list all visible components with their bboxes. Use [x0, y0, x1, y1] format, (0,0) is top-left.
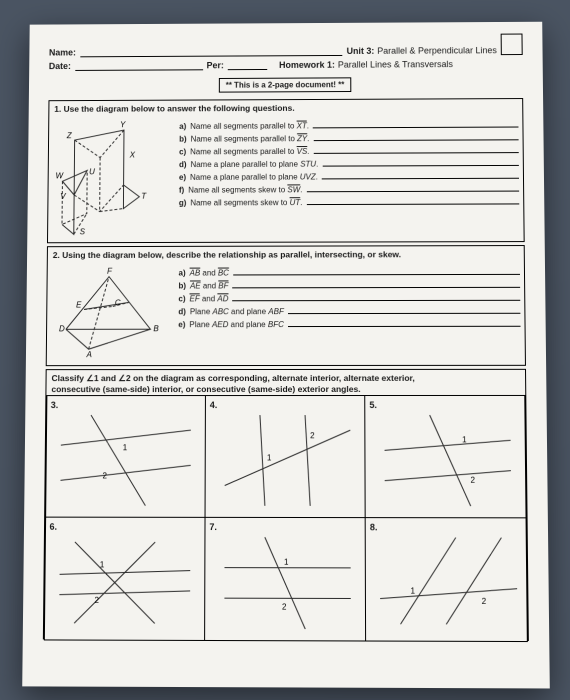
date-label: Date: [49, 61, 71, 71]
question-3: Classify ∠1 and ∠2 on the diagram as cor… [43, 368, 529, 640]
q1-item: f)Name all segments skew to SW. [179, 182, 519, 194]
svg-text:A: A [86, 350, 92, 359]
q3-head: Classify ∠1 and ∠2 on the diagram as cor… [46, 369, 525, 394]
answer-line[interactable] [313, 118, 519, 128]
lbl-Y: Y [120, 120, 126, 129]
cell-6: 6. 1 2 [43, 516, 205, 640]
worksheet-page: Name: Unit 3: Parallel & Perpendicular L… [22, 21, 550, 688]
unit-label: Unit 3: [347, 46, 375, 56]
date-field[interactable] [75, 60, 203, 70]
lbl-T: T [141, 191, 147, 200]
svg-text:2: 2 [471, 475, 476, 484]
lbl-V: V [60, 191, 66, 200]
hw-label: Homework 1: [279, 59, 335, 69]
lbl-Z: Z [66, 131, 73, 140]
svg-text:1: 1 [267, 452, 272, 461]
cell-4: 4. 1 2 [204, 394, 365, 517]
svg-text:E: E [76, 300, 82, 309]
header-row-1: Name: Unit 3: Parallel & Perpendicular L… [49, 43, 523, 57]
cell-5: 5. 1 2 [364, 394, 527, 517]
q3-grid: 3. 1 2 4. [44, 394, 528, 640]
answer-line[interactable] [306, 182, 519, 192]
answer-line[interactable] [322, 157, 519, 167]
q2-item: a)AB and BC [179, 265, 520, 277]
per-field[interactable] [228, 60, 267, 70]
per-label: Per: [207, 60, 224, 70]
answer-line[interactable] [313, 144, 518, 154]
q2-item: e)Plane AED and plane BFC [178, 317, 520, 328]
answer-line[interactable] [306, 195, 519, 205]
q2-item: c)EF and AD [178, 291, 520, 303]
svg-text:1: 1 [462, 434, 467, 443]
q1-item: e)Name a plane parallel to plane UVZ. [179, 169, 519, 181]
answer-line[interactable] [313, 131, 518, 141]
q2-item: b)AE and BF [178, 278, 520, 290]
cell-8: 8. 1 2 [365, 516, 529, 641]
q1-item: b)Name all segments parallel to ZY. [179, 131, 518, 143]
q2-diagram: F E C D B A [51, 264, 171, 358]
q2-item: d)Plane ABC and plane ABF [178, 304, 520, 315]
lbl-U: U [89, 167, 95, 176]
svg-text:2: 2 [94, 595, 99, 604]
svg-text:1: 1 [99, 559, 104, 568]
hw-title: Parallel Lines & Transversals [338, 59, 453, 69]
q1-item: d)Name a plane parallel to plane STU. [179, 157, 519, 169]
q1-item: a)Name all segments parallel to XT. [179, 118, 518, 130]
svg-text:F: F [107, 266, 113, 275]
question-2: 2. Using the diagram below, describe the… [46, 245, 526, 366]
cell-7: 7. 1 2 [204, 516, 366, 641]
svg-text:1: 1 [122, 442, 127, 451]
answer-line[interactable] [232, 291, 520, 300]
q2-list: a)AB and BCb)AE and BFc)EF and ADd)Plane… [170, 263, 521, 358]
svg-text:1: 1 [411, 585, 416, 594]
two-page-notice: ** This is a 2-page document! ** [219, 77, 351, 92]
header-row-2: Date: Per: Homework 1: Parallel Lines & … [49, 58, 523, 70]
answer-line[interactable] [233, 265, 520, 275]
svg-text:2: 2 [282, 601, 286, 610]
name-label: Name: [49, 47, 76, 57]
score-box[interactable] [501, 33, 523, 55]
notice-wrap: ** This is a 2-page document! ** [49, 72, 524, 97]
name-field[interactable] [80, 46, 343, 57]
unit-title: Parallel & Perpendicular Lines [377, 45, 497, 55]
lbl-S: S [80, 227, 86, 236]
q1-item: c)Name all segments parallel to VS. [179, 144, 519, 156]
svg-text:2: 2 [482, 596, 487, 605]
q1-list: a)Name all segments parallel to XT.b)Nam… [171, 116, 520, 235]
svg-text:2: 2 [102, 470, 107, 479]
q1-item: g)Name all segments skew to UT. [179, 195, 519, 207]
q2-head: 2. Using the diagram below, describe the… [48, 246, 524, 263]
svg-text:C: C [115, 298, 121, 307]
svg-text:2: 2 [310, 430, 314, 439]
svg-text:D: D [59, 324, 65, 333]
answer-line[interactable] [288, 317, 521, 326]
q1-diagram: Y Z X W U V T S [52, 118, 171, 236]
answer-line[interactable] [322, 169, 519, 179]
q1-head: 1. Use the diagram below to answer the f… [49, 99, 522, 117]
lbl-X: X [129, 150, 136, 159]
answer-line[interactable] [288, 304, 521, 313]
answer-line[interactable] [232, 278, 520, 287]
svg-text:1: 1 [284, 556, 289, 565]
svg-text:B: B [153, 324, 158, 333]
question-1: 1. Use the diagram below to answer the f… [47, 98, 525, 243]
cell-3: 3. 1 2 [45, 394, 206, 517]
lbl-W: W [56, 171, 65, 180]
